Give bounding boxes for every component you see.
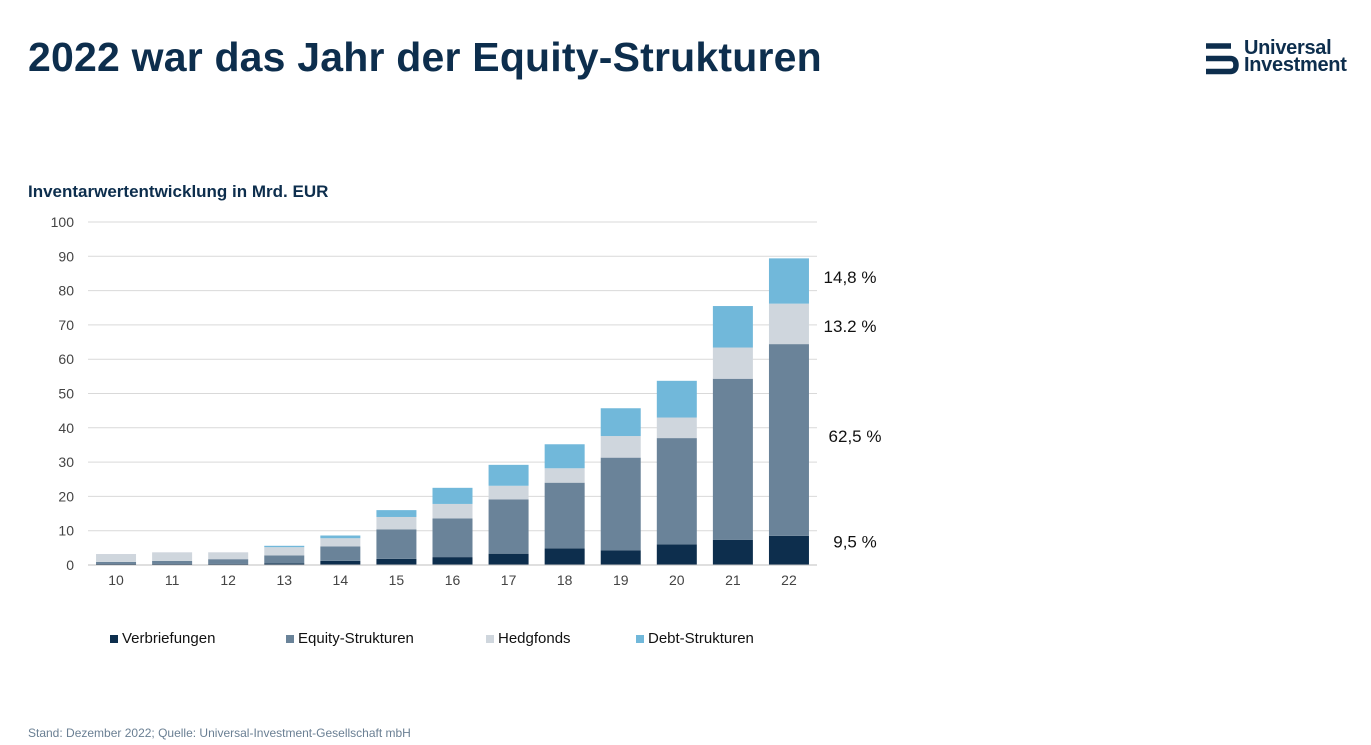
- bar-segment-equity-strukturen: [600, 457, 641, 551]
- data-label-share: 14,8 %: [824, 268, 877, 287]
- bar-segment-equity-strukturen: [208, 559, 249, 564]
- bar-segment-equity-strukturen: [768, 344, 809, 536]
- bar-segment-hedgfonds: [152, 552, 193, 561]
- bar-segment-hedgfonds: [544, 468, 585, 483]
- bar-segment-verbriefungen: [432, 557, 473, 565]
- y-tick-label: 40: [58, 420, 74, 436]
- legend-swatch: [636, 634, 644, 643]
- y-tick-label: 50: [58, 386, 74, 402]
- bar-segment-hedgfonds: [768, 303, 809, 345]
- legend-item: Debt-Strukturen: [636, 630, 754, 647]
- y-tick-label: 0: [66, 557, 74, 573]
- bar-segment-verbriefungen: [600, 550, 641, 565]
- bar-segment-hedgfonds: [96, 554, 137, 562]
- bar-segment-hedgfonds: [712, 347, 753, 379]
- bar-segment-equity-strukturen: [264, 555, 305, 564]
- bar-segment-verbriefungen: [96, 563, 137, 565]
- source-footnote: Stand: Dezember 2022; Quelle: Universal-…: [28, 726, 411, 740]
- bar-segment-equity-strukturen: [320, 546, 361, 561]
- bar-segment-debt-strukturen: [544, 444, 585, 469]
- x-tick-label: 14: [333, 572, 349, 588]
- bar-segment-verbriefungen: [320, 560, 361, 565]
- x-tick-label: 11: [165, 572, 180, 588]
- bar-segment-hedgfonds: [320, 538, 361, 547]
- bar-segment-verbriefungen: [488, 553, 529, 565]
- legend-label: Equity-Strukturen: [298, 630, 414, 647]
- bar-segment-verbriefungen: [208, 563, 249, 565]
- logo-mark-icon: [1206, 43, 1239, 75]
- legend-item: Hedgfonds: [486, 630, 571, 647]
- legend-item: Verbriefungen: [110, 630, 215, 647]
- x-tick-label: 18: [557, 572, 573, 588]
- y-tick-label: 80: [58, 283, 74, 299]
- bar-segment-debt-strukturen: [600, 408, 641, 437]
- bar-segment-debt-strukturen: [376, 510, 417, 517]
- x-tick-label: 20: [669, 572, 685, 588]
- y-tick-label: 100: [51, 214, 75, 230]
- y-tick-label: 30: [58, 454, 74, 470]
- legend-swatch: [286, 634, 294, 643]
- bar-segment-verbriefungen: [376, 558, 417, 565]
- legend-label: Debt-Strukturen: [648, 630, 754, 647]
- bar-segment-hedgfonds: [264, 547, 305, 556]
- data-label-share: 62,5 %: [829, 427, 882, 446]
- bar-segment-hedgfonds: [488, 485, 529, 500]
- bar-segment-debt-strukturen: [656, 380, 697, 418]
- x-tick-label: 22: [781, 572, 797, 588]
- bar-segment-hedgfonds: [376, 516, 417, 530]
- bar-segment-verbriefungen: [712, 539, 753, 565]
- bar-segment-equity-strukturen: [96, 561, 137, 564]
- y-tick-label: 70: [58, 317, 74, 333]
- bar-segment-hedgfonds: [600, 436, 641, 458]
- bar-segment-debt-strukturen: [320, 535, 361, 539]
- bar-segment-equity-strukturen: [656, 438, 697, 545]
- data-label-share: 13.2 %: [824, 317, 877, 336]
- legend-label: Hedgfonds: [498, 630, 571, 647]
- x-tick-label: 13: [276, 572, 292, 588]
- chart-title: Inventarwertentwicklung in Mrd. EUR: [28, 182, 329, 201]
- bar-segment-hedgfonds: [208, 552, 249, 560]
- x-tick-label: 19: [613, 572, 629, 588]
- page-title: 2022 war das Jahr der Equity-Strukturen: [28, 34, 822, 80]
- bar-segment-equity-strukturen: [544, 482, 585, 549]
- bar-segment-debt-strukturen: [488, 464, 529, 486]
- bar-segment-debt-strukturen: [712, 306, 753, 348]
- logo-text-line1: Universal: [1244, 37, 1332, 59]
- bar-segment-equity-strukturen: [152, 560, 193, 564]
- logo-text-line2: Investment: [1244, 54, 1347, 76]
- bar-segment-verbriefungen: [656, 544, 697, 565]
- bar-segment-verbriefungen: [152, 563, 193, 565]
- bar-segment-equity-strukturen: [488, 499, 529, 554]
- bar-segment-verbriefungen: [264, 563, 305, 565]
- bar-segment-verbriefungen: [768, 535, 809, 565]
- legend-label: Verbriefungen: [122, 630, 216, 647]
- y-tick-label: 60: [58, 351, 74, 367]
- x-tick-label: 12: [220, 572, 236, 588]
- bar-segment-debt-strukturen: [768, 258, 809, 304]
- legend-item: Equity-Strukturen: [286, 630, 414, 647]
- bar-segment-verbriefungen: [544, 548, 585, 565]
- company-logo: Universal Investment: [1203, 37, 1358, 80]
- bar-segment-equity-strukturen: [432, 518, 473, 558]
- bar-segment-hedgfonds: [432, 503, 473, 519]
- legend-swatch: [110, 634, 118, 643]
- y-tick-label: 10: [58, 523, 74, 539]
- x-tick-label: 16: [445, 572, 461, 588]
- x-tick-label: 15: [389, 572, 405, 588]
- y-tick-label: 20: [58, 488, 74, 504]
- bar-segment-debt-strukturen: [264, 545, 305, 548]
- data-label-share: 9,5 %: [833, 532, 876, 551]
- x-tick-label: 21: [725, 572, 741, 588]
- bar-segment-hedgfonds: [656, 417, 697, 439]
- x-tick-label: 10: [108, 572, 124, 588]
- bar-segment-debt-strukturen: [432, 487, 473, 504]
- legend-swatch: [486, 634, 494, 643]
- bar-segment-equity-strukturen: [712, 378, 753, 540]
- y-tick-label: 90: [58, 248, 74, 264]
- bar-segment-equity-strukturen: [376, 529, 417, 559]
- x-tick-label: 17: [501, 572, 517, 588]
